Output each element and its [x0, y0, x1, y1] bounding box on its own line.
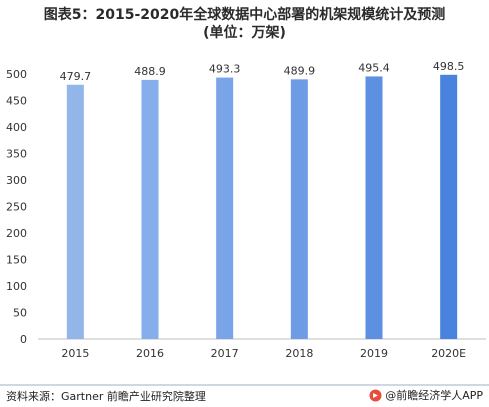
y-tick-label: 100	[6, 280, 27, 293]
y-tick-label: 350	[6, 148, 27, 161]
y-tick-label: 450	[6, 95, 27, 108]
x-tick-label: 2017	[211, 347, 239, 360]
bar-2015	[66, 84, 84, 339]
data-label: 493.3	[209, 63, 241, 76]
y-tick-label: 300	[6, 174, 27, 187]
x-tick-label: 2019	[360, 347, 388, 360]
data-label: 488.9	[134, 65, 166, 78]
data-label: 495.4	[358, 61, 390, 74]
x-tick-label: 2020E	[431, 347, 466, 360]
y-tick-label: 0	[20, 333, 27, 346]
bar-2018	[290, 79, 308, 339]
chart-title-line2: (单位：万架)	[203, 25, 286, 41]
data-label: 479.7	[60, 70, 92, 83]
y-tick-label: 250	[6, 201, 27, 214]
footer-divider	[0, 384, 489, 386]
bar-2020E	[440, 74, 458, 340]
x-tick-label: 2016	[136, 347, 164, 360]
y-tick-label: 150	[6, 254, 27, 267]
bar-2017	[216, 77, 234, 340]
x-tick-label: 2018	[285, 347, 313, 360]
bar-2016	[141, 79, 159, 340]
brand-label: @前瞻经济学人APP	[385, 389, 483, 402]
brand-logo-icon	[369, 389, 382, 401]
chart-title-line1: 图表5：2015-2020年全球数据中心部署的机架规模统计及预测	[43, 7, 446, 23]
y-tick-label: 400	[6, 121, 27, 134]
y-tick-label: 200	[6, 227, 27, 240]
x-tick-label: 2015	[61, 347, 89, 360]
data-label: 498.5	[433, 60, 465, 73]
source-note: 资料来源：Gartner 前瞻产业研究院整理	[6, 390, 206, 403]
data-label: 489.9	[284, 64, 316, 77]
bar-2019	[365, 76, 383, 340]
chart-title: 图表5：2015-2020年全球数据中心部署的机架规模统计及预测 (单位：万架)	[0, 6, 489, 42]
y-tick-label: 500	[6, 68, 27, 81]
y-tick-label: 50	[13, 307, 27, 320]
brand-credit: @前瞻经济学人APP	[369, 387, 483, 403]
